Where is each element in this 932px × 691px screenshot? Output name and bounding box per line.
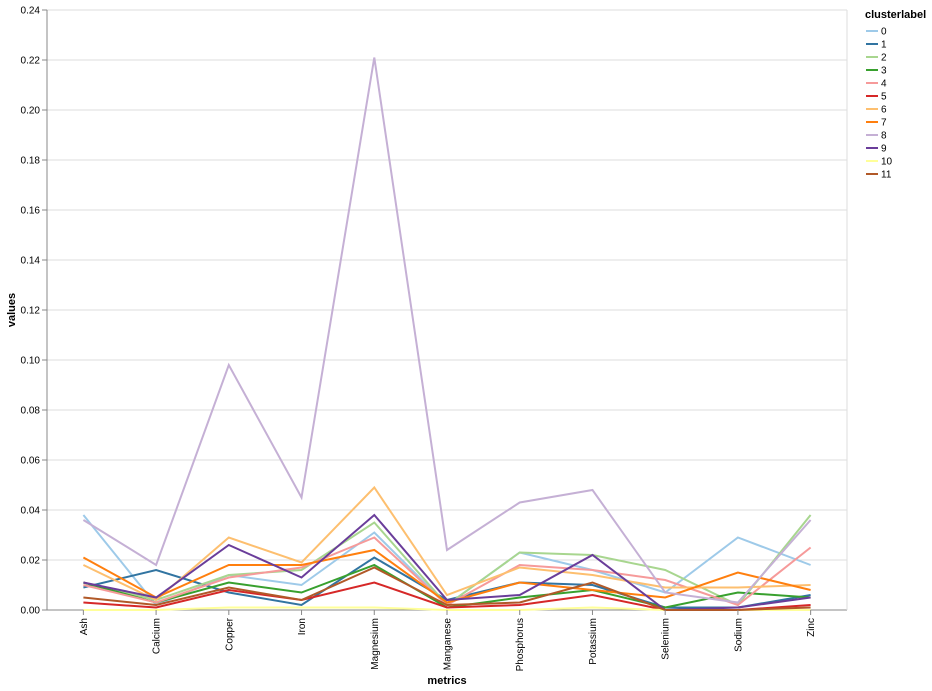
grid-lines — [47, 9, 847, 611]
y-tick-label: 0.02 — [21, 556, 41, 567]
y-tick-label: 0.04 — [21, 506, 41, 517]
x-tick-label: Zinc — [806, 618, 817, 637]
legend-label-8: 8 — [881, 131, 887, 142]
y-tick-label: 0.00 — [21, 606, 41, 617]
x-tick-label: Sodium — [733, 618, 744, 652]
legend-label-3: 3 — [881, 66, 887, 77]
series-line-7 — [82, 548, 811, 604]
legend-label-6: 6 — [881, 105, 887, 116]
x-tick-label: Manganese — [443, 618, 454, 671]
y-tick-label: 0.22 — [21, 56, 41, 67]
y-tick-label: 0.20 — [21, 106, 41, 117]
legend-label-10: 10 — [881, 157, 893, 168]
x-tick-label: Selenium — [661, 618, 672, 660]
legend-label-11: 11 — [881, 170, 892, 181]
y-axis-title: values — [6, 293, 18, 327]
y-tick-label: 0.18 — [21, 156, 41, 167]
x-tick-label: Magnesium — [370, 618, 381, 670]
series-line-8 — [82, 57, 812, 604]
legend-label-7: 7 — [881, 118, 887, 129]
legend-label-1: 1 — [881, 40, 887, 51]
x-axis-title: metrics — [427, 675, 466, 687]
x-tick-label: Phosphorus — [515, 618, 526, 671]
y-tick-label: 0.08 — [21, 406, 41, 417]
x-tick-label: Potassium — [588, 618, 599, 665]
legend-label-2: 2 — [881, 53, 887, 64]
series-line-11 — [83, 566, 811, 611]
x-axis-ticks: Ash Calcium Copper Iron Magnesium Manganese Ph… — [79, 610, 817, 671]
y-tick-label: 0.10 — [21, 356, 41, 367]
legend: clusterlabel 0 1 2 3 4 5 6 7 8 9 10 11 — [865, 9, 926, 181]
legend-label-9: 9 — [881, 144, 887, 155]
series-line-6 — [82, 485, 811, 602]
legend-title: clusterlabel — [865, 9, 926, 21]
x-tick-label: Calcium — [152, 618, 163, 654]
series-lines — [82, 57, 812, 612]
x-tick-label: Ash — [79, 618, 90, 635]
y-axis-ticks: 0.00 0.02 0.04 0.06 0.08 0.10 0.12 0.14 0.16 0.18… — [21, 6, 47, 617]
y-tick-label: 0.24 — [21, 6, 41, 17]
legend-label-4: 4 — [881, 79, 887, 90]
y-tick-label: 0.12 — [21, 306, 41, 317]
y-tick-label: 0.16 — [21, 206, 41, 217]
legend-label-0: 0 — [881, 27, 887, 38]
y-tick-label: 0.14 — [21, 256, 41, 267]
x-tick-label: Iron — [297, 618, 308, 635]
legend-label-5: 5 — [881, 92, 887, 103]
y-tick-label: 0.06 — [21, 456, 41, 467]
x-tick-label: Copper — [224, 617, 235, 650]
